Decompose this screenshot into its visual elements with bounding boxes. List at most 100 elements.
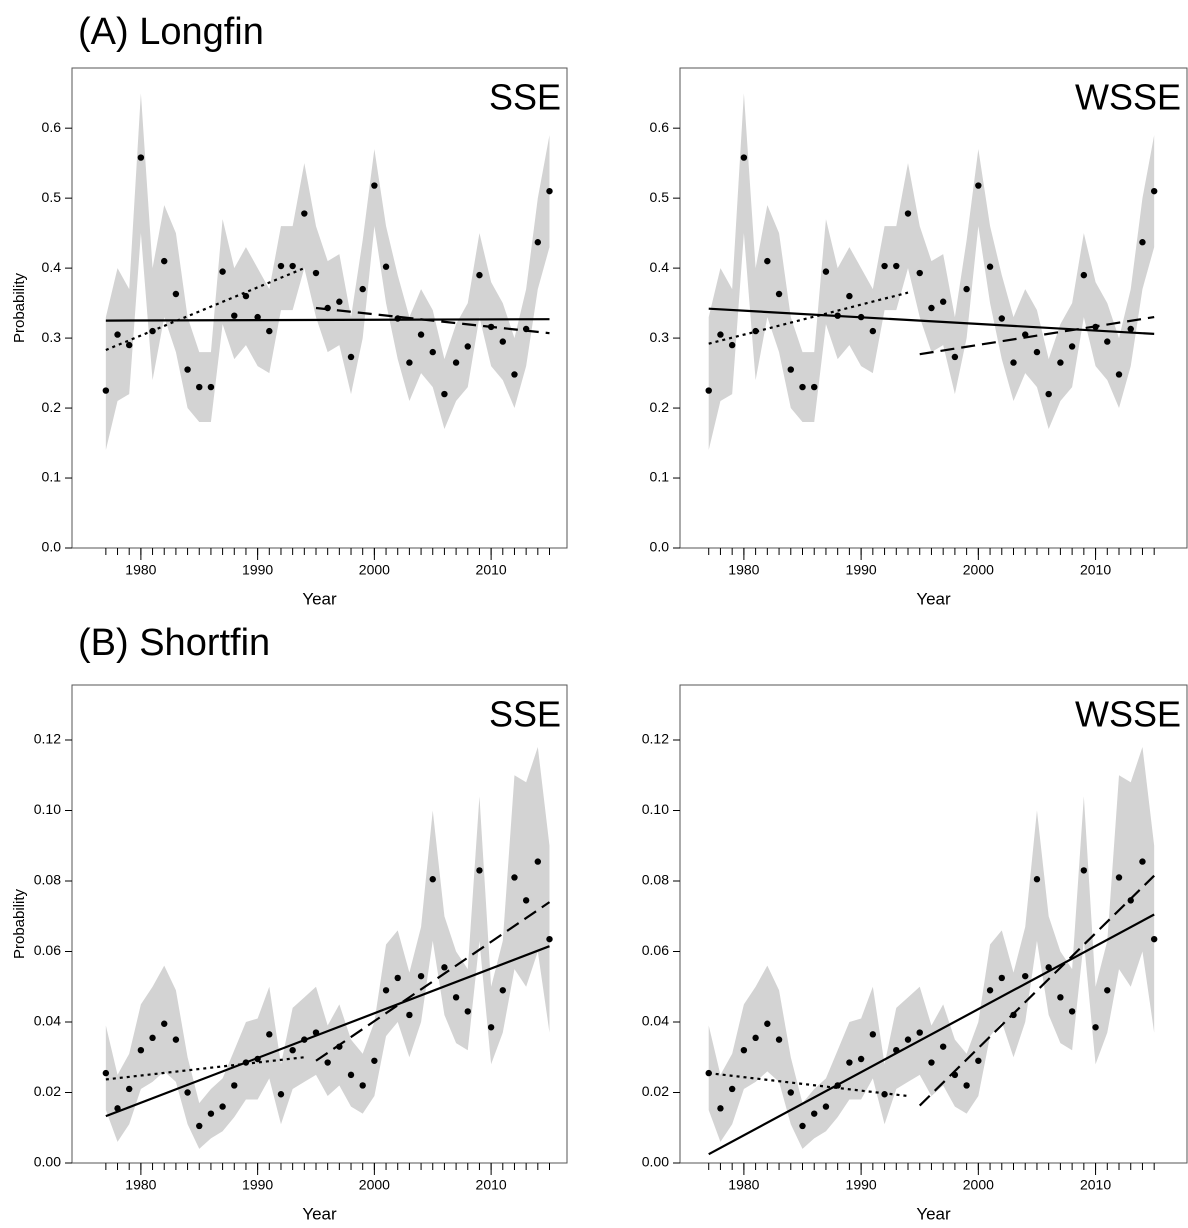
data-point	[382, 987, 390, 994]
data-point	[916, 1029, 923, 1036]
data-point	[336, 1043, 343, 1050]
data-point	[1045, 390, 1052, 398]
data-point	[705, 1069, 712, 1077]
trend-line	[105, 318, 550, 322]
data-point	[277, 262, 285, 270]
data-point	[986, 263, 994, 270]
data-point	[382, 263, 390, 270]
data-point	[881, 1091, 888, 1098]
data-point	[429, 876, 436, 883]
data-point	[787, 1089, 794, 1096]
data-point	[775, 1036, 783, 1043]
panel-label: SSE	[489, 77, 561, 118]
data-point	[231, 1082, 238, 1089]
data-point	[963, 285, 970, 293]
data-point	[452, 994, 460, 1001]
data-point	[811, 1110, 818, 1117]
data-point	[857, 1055, 865, 1063]
x-tick-label: 1980	[125, 1177, 156, 1193]
data-point	[254, 1055, 261, 1063]
panel-title: (A) Longfin	[78, 11, 264, 53]
data-point	[1092, 323, 1099, 331]
data-point	[834, 1082, 841, 1089]
trend-line	[105, 1056, 305, 1081]
data-point	[289, 262, 296, 270]
data-point	[822, 1103, 830, 1110]
y-tick-label: 0.02	[34, 1083, 61, 1099]
data-point	[441, 964, 448, 971]
x-tick-label: 2010	[1080, 1177, 1111, 1193]
y-tick-label: 0.06	[642, 942, 669, 958]
data-point	[254, 313, 261, 321]
x-axis-label: Year	[302, 1204, 337, 1223]
data-point	[998, 974, 1005, 982]
data-point	[787, 366, 794, 373]
x-tick-label: 1990	[242, 1177, 273, 1193]
y-axis-label: Probability	[11, 272, 28, 343]
data-point	[1115, 874, 1123, 881]
data-point	[857, 313, 865, 321]
y-tick-label: 0.06	[34, 942, 61, 958]
x-tick-label: 2010	[476, 1177, 507, 1193]
data-point	[196, 1122, 203, 1130]
data-point	[975, 1057, 982, 1064]
data-point	[1150, 935, 1158, 943]
data-point	[487, 323, 495, 331]
data-point	[1139, 858, 1146, 865]
x-tick-label: 1980	[728, 562, 759, 578]
y-tick-label: 0.5	[42, 189, 62, 205]
data-point	[394, 315, 401, 322]
data-point	[975, 182, 982, 189]
data-point	[740, 154, 748, 161]
y-tick-label: 0.1	[42, 469, 62, 485]
data-point	[301, 210, 308, 217]
data-point	[752, 327, 759, 335]
data-point	[1057, 994, 1064, 1001]
x-tick-label: 2010	[1080, 562, 1111, 578]
y-tick-label: 0.2	[650, 399, 670, 415]
data-point	[846, 292, 853, 300]
data-point	[998, 315, 1005, 322]
data-point	[487, 1024, 495, 1031]
data-point	[546, 187, 553, 195]
y-tick-label: 0.04	[642, 1013, 669, 1029]
data-point	[939, 1043, 947, 1050]
data-point	[324, 1059, 331, 1066]
y-tick-label: 0.10	[34, 801, 61, 817]
data-point	[417, 972, 425, 980]
y-tick-label: 0.0	[650, 539, 670, 555]
data-point	[231, 312, 238, 319]
data-point	[347, 353, 355, 361]
x-tick-label: 1980	[728, 1177, 759, 1193]
trend-line	[315, 306, 550, 335]
data-point	[811, 383, 818, 391]
data-point	[219, 268, 226, 275]
data-point	[799, 383, 806, 391]
data-point	[207, 383, 215, 391]
plot-frame	[71, 67, 568, 549]
trend-line	[919, 316, 1155, 356]
data-point	[289, 1046, 296, 1054]
data-point	[312, 269, 320, 277]
data-point	[764, 1020, 771, 1027]
data-point	[939, 298, 947, 305]
data-point	[1057, 359, 1064, 366]
y-tick-label: 0.5	[650, 189, 670, 205]
data-point	[429, 348, 436, 356]
data-point	[219, 1103, 226, 1110]
x-tick-label: 2000	[359, 562, 390, 578]
x-tick-label: 1990	[242, 562, 273, 578]
data-point	[893, 1046, 900, 1054]
data-point	[1080, 271, 1088, 279]
data-point	[172, 290, 180, 298]
y-tick-label: 0.3	[42, 329, 62, 345]
x-tick-label: 2000	[963, 1177, 994, 1193]
x-tick-label: 1990	[846, 1177, 877, 1193]
data-point	[881, 262, 888, 270]
panel-title: (B) Shortfin	[78, 622, 270, 664]
data-point	[172, 1036, 180, 1043]
data-point	[196, 383, 203, 391]
data-point	[951, 353, 959, 361]
trend-line	[105, 945, 550, 1118]
